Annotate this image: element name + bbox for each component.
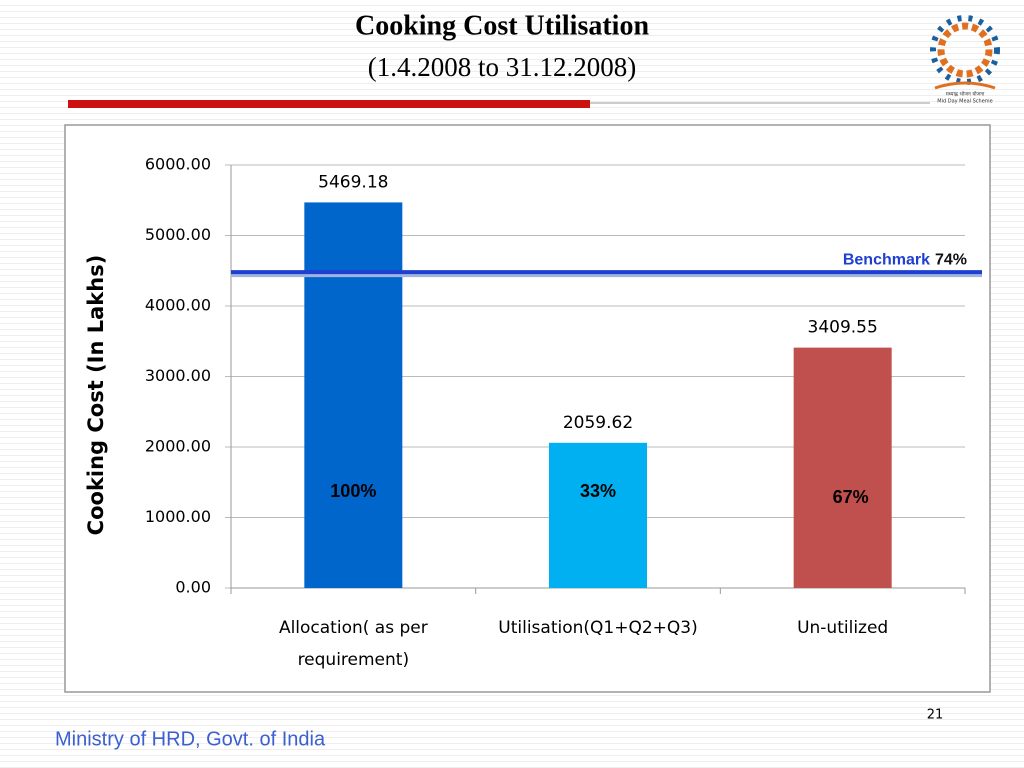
x-tick-label-text: Un-utilized (797, 618, 889, 638)
bar (549, 442, 647, 588)
value-label: 5469.18 (318, 172, 388, 192)
x-tick-label-text: Utilisation(Q1+Q2+Q3) (498, 618, 698, 638)
x-tick-label-text: Allocation( as per requirement) (278, 618, 428, 670)
value-label: 3409.55 (808, 318, 878, 338)
x-tick-label: Un-utilized (797, 618, 889, 638)
logo-english: Mid Day Meal Scheme (937, 99, 992, 105)
logo-hindi: मध्याह्न भोजन योजना (946, 91, 985, 98)
footer: Ministry of HRD, Govt. of India (55, 728, 326, 750)
y-tick-label: 6000.00 (145, 155, 211, 174)
y-axis-label: Cooking Cost (In Lakhs) (84, 255, 108, 536)
bar (304, 202, 403, 589)
value-label: 2059.62 (563, 413, 633, 433)
y-tick-label: 4000.00 (145, 296, 211, 315)
bar (793, 347, 892, 588)
benchmark-label: 74% (935, 251, 967, 268)
y-tick-label: 1000.00 (145, 507, 211, 526)
title-rule (68, 100, 590, 108)
y-tick-label: 0.00 (175, 578, 211, 597)
benchmark-name: Benchmark (843, 251, 930, 268)
percent-label: 67% (833, 487, 869, 507)
y-tick-label: 5000.00 (145, 225, 211, 244)
x-tick-label: Utilisation(Q1+Q2+Q3) (498, 618, 698, 638)
percent-label: 100% (330, 481, 376, 501)
percent-label: 33% (580, 481, 616, 501)
y-tick-label: 3000.00 (145, 366, 211, 385)
x-tick-label: Allocation( as per requirement) (278, 618, 428, 670)
title: Cooking Cost Utilisation (355, 10, 649, 41)
subtitle: (1.4.2008 to 31.12.2008) (368, 52, 636, 82)
y-tick-label: 2000.00 (145, 437, 211, 456)
page-number: 21 (927, 708, 944, 723)
logo (930, 15, 1000, 90)
